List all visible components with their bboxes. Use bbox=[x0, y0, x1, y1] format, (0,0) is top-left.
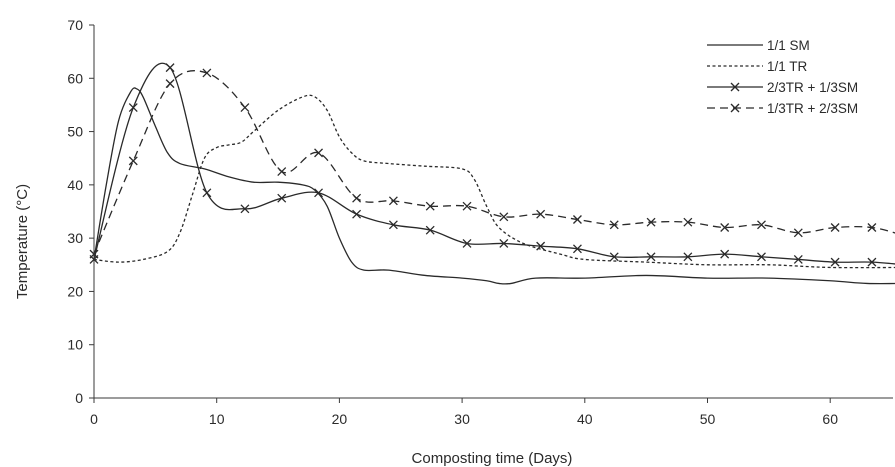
series-4 bbox=[89, 68, 895, 259]
series-1 bbox=[93, 87, 895, 285]
x-marker bbox=[683, 252, 693, 262]
series-layer bbox=[89, 62, 895, 285]
x-marker bbox=[609, 220, 619, 230]
x-marker bbox=[499, 212, 509, 222]
y-tick-label: 10 bbox=[67, 337, 83, 353]
x-marker bbox=[572, 215, 582, 224]
x-marker bbox=[609, 252, 619, 262]
legend-item: 2/3TR + 1/3SM bbox=[707, 80, 858, 95]
x-marker bbox=[462, 239, 472, 248]
x-marker bbox=[277, 167, 287, 176]
x-marker bbox=[830, 257, 840, 267]
x-tick-label: 10 bbox=[209, 411, 225, 427]
y-tick-label: 20 bbox=[67, 283, 83, 299]
y-tick-label: 50 bbox=[67, 124, 83, 140]
x-marker bbox=[720, 223, 730, 232]
series-line bbox=[93, 62, 895, 265]
x-marker bbox=[499, 239, 509, 248]
x-marker bbox=[165, 63, 175, 73]
x-marker bbox=[128, 156, 138, 166]
x-marker bbox=[720, 249, 730, 259]
x-tick-label: 0 bbox=[90, 411, 98, 427]
series-2 bbox=[93, 94, 895, 269]
x-marker bbox=[277, 193, 287, 203]
x-tick-label: 30 bbox=[454, 411, 470, 427]
x-marker bbox=[425, 225, 435, 235]
series-line bbox=[93, 87, 895, 285]
x-marker bbox=[314, 148, 324, 158]
x-tick-label: 60 bbox=[822, 411, 838, 427]
y-tick-label: 40 bbox=[67, 177, 83, 193]
y-axis-title: Temperature (°C) bbox=[14, 184, 31, 299]
series-3 bbox=[89, 62, 895, 267]
x-marker bbox=[646, 217, 656, 227]
x-marker bbox=[793, 228, 803, 238]
x-marker bbox=[572, 244, 582, 254]
x-marker bbox=[536, 241, 546, 251]
legend-item: 1/1 TR bbox=[707, 59, 808, 74]
legend: 1/1 SM 1/1 TR 2/3TR + 1/3SM 1/3TR + 2/3SM bbox=[707, 38, 858, 116]
y-tick-label: 60 bbox=[67, 70, 83, 86]
x-tick-label: 50 bbox=[700, 411, 716, 427]
legend-label: 1/3TR + 2/3SM bbox=[767, 101, 858, 116]
x-marker bbox=[388, 220, 398, 230]
y-tick-label: 70 bbox=[67, 17, 83, 33]
series-line bbox=[93, 94, 895, 269]
x-marker bbox=[425, 201, 435, 211]
legend-label: 1/1 TR bbox=[767, 59, 808, 74]
x-marker bbox=[388, 196, 398, 206]
x-marker bbox=[165, 79, 175, 89]
x-marker bbox=[202, 68, 212, 78]
legend-label: 2/3TR + 1/3SM bbox=[767, 80, 858, 95]
x-marker bbox=[730, 103, 740, 113]
legend-item: 1/1 SM bbox=[707, 38, 810, 53]
x-axis-ticks: 0 10 20 30 40 50 60 bbox=[90, 398, 838, 427]
y-axis-ticks: 0 10 20 30 40 50 60 70 bbox=[67, 17, 94, 406]
y-tick-label: 30 bbox=[67, 230, 83, 246]
legend-item: 1/3TR + 2/3SM bbox=[707, 101, 858, 116]
x-marker bbox=[830, 223, 840, 232]
x-marker bbox=[240, 204, 250, 214]
x-marker bbox=[352, 209, 362, 219]
x-marker bbox=[240, 103, 250, 113]
x-marker bbox=[352, 193, 362, 203]
x-tick-label: 40 bbox=[577, 411, 593, 427]
x-marker bbox=[757, 252, 766, 262]
x-marker bbox=[867, 223, 877, 232]
x-tick-label: 20 bbox=[332, 411, 348, 427]
x-marker bbox=[757, 220, 766, 230]
y-tick-label: 0 bbox=[75, 390, 83, 406]
x-axis-title: Composting time (Days) bbox=[412, 450, 573, 467]
x-marker bbox=[646, 252, 656, 262]
series-line bbox=[93, 70, 895, 255]
x-marker bbox=[536, 209, 546, 219]
x-marker bbox=[730, 82, 740, 92]
x-marker bbox=[202, 188, 212, 198]
x-marker bbox=[314, 188, 324, 198]
x-marker bbox=[462, 201, 472, 211]
legend-label: 1/1 SM bbox=[767, 38, 810, 53]
plot-area bbox=[89, 62, 895, 285]
x-marker bbox=[793, 254, 803, 264]
x-marker bbox=[867, 257, 877, 267]
x-marker bbox=[683, 217, 693, 227]
x-marker bbox=[128, 103, 138, 113]
